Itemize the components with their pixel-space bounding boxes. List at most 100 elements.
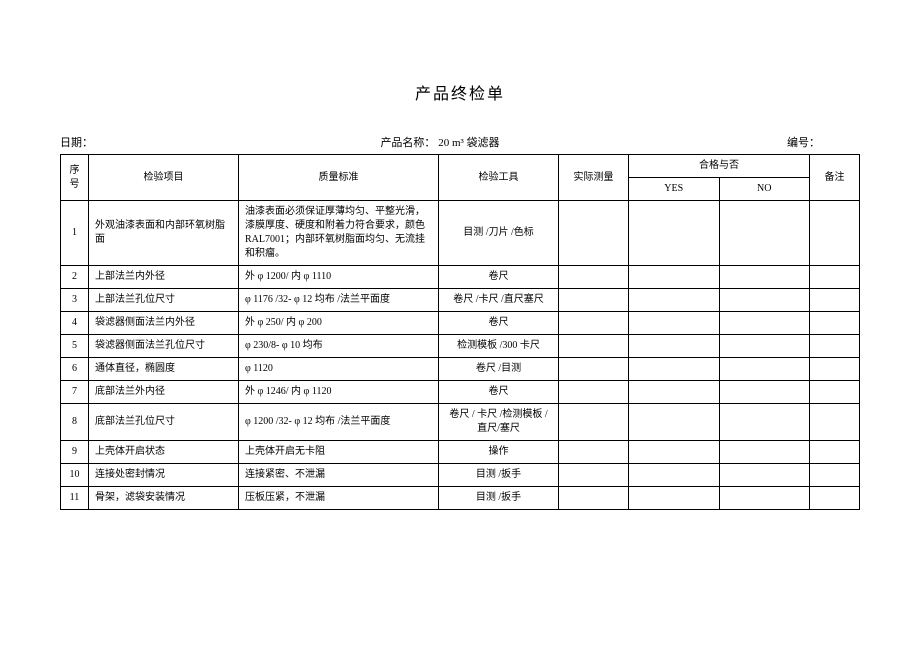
cell-tool: 检测模板 /300 卡尺 bbox=[439, 335, 559, 358]
col-standard: 质量标准 bbox=[239, 155, 439, 201]
table-row: 1外观油漆表面和内部环氧树脂面油漆表面必须保证厚薄均匀、平整光滑，漆膜厚度、硬度… bbox=[61, 201, 860, 266]
inspection-table: 序号 检验项目 质量标准 检验工具 实际测量 合格与否 备注 YES NO 1外… bbox=[60, 154, 860, 510]
cell-note bbox=[810, 404, 860, 441]
cell-note bbox=[810, 266, 860, 289]
cell-standard: 外 φ 250/ 内 φ 200 bbox=[239, 312, 439, 335]
cell-note bbox=[810, 312, 860, 335]
cell-item: 通体直径，椭圆度 bbox=[89, 358, 239, 381]
cell-yes bbox=[629, 487, 720, 510]
cell-seq: 7 bbox=[61, 381, 89, 404]
cell-seq: 2 bbox=[61, 266, 89, 289]
col-item: 检验项目 bbox=[89, 155, 239, 201]
cell-no bbox=[719, 266, 810, 289]
cell-yes bbox=[629, 464, 720, 487]
cell-yes bbox=[629, 201, 720, 266]
cell-yes bbox=[629, 266, 720, 289]
cell-note bbox=[810, 358, 860, 381]
cell-measure bbox=[559, 441, 629, 464]
cell-note bbox=[810, 201, 860, 266]
cell-yes bbox=[629, 381, 720, 404]
cell-tool: 卷尺 bbox=[439, 266, 559, 289]
cell-yes bbox=[629, 312, 720, 335]
cell-no bbox=[719, 381, 810, 404]
page-title: 产品终检单 bbox=[60, 80, 860, 104]
cell-seq: 6 bbox=[61, 358, 89, 381]
serial-label: 编号： bbox=[567, 134, 860, 150]
date-label: 日期： bbox=[60, 134, 313, 150]
cell-item: 上部法兰内外径 bbox=[89, 266, 239, 289]
cell-measure bbox=[559, 201, 629, 266]
cell-item: 袋滤器侧面法兰内外径 bbox=[89, 312, 239, 335]
header-row: 日期： 产品名称： 20 m³ 袋滤器 编号： bbox=[60, 134, 860, 150]
cell-yes bbox=[629, 335, 720, 358]
cell-standard: φ 230/8- φ 10 均布 bbox=[239, 335, 439, 358]
cell-item: 底部法兰外内径 bbox=[89, 381, 239, 404]
header-row-1: 序号 检验项目 质量标准 检验工具 实际测量 合格与否 备注 bbox=[61, 155, 860, 178]
cell-no bbox=[719, 464, 810, 487]
cell-standard: 外 φ 1246/ 内 φ 1120 bbox=[239, 381, 439, 404]
cell-seq: 4 bbox=[61, 312, 89, 335]
cell-tool: 目测 /扳手 bbox=[439, 487, 559, 510]
cell-tool: 目测 /扳手 bbox=[439, 464, 559, 487]
cell-note bbox=[810, 381, 860, 404]
cell-seq: 8 bbox=[61, 404, 89, 441]
cell-note bbox=[810, 335, 860, 358]
cell-item: 骨架，滤袋安装情况 bbox=[89, 487, 239, 510]
col-tool: 检验工具 bbox=[439, 155, 559, 201]
cell-measure bbox=[559, 487, 629, 510]
col-pass: 合格与否 bbox=[629, 155, 810, 178]
cell-yes bbox=[629, 358, 720, 381]
table-row: 2上部法兰内外径外 φ 1200/ 内 φ 1110卷尺 bbox=[61, 266, 860, 289]
col-no: NO bbox=[719, 178, 810, 201]
table-row: 9上壳体开启状态上壳体开启无卡阻操作 bbox=[61, 441, 860, 464]
cell-item: 底部法兰孔位尺寸 bbox=[89, 404, 239, 441]
cell-seq: 10 bbox=[61, 464, 89, 487]
cell-measure bbox=[559, 404, 629, 441]
cell-measure bbox=[559, 358, 629, 381]
cell-no bbox=[719, 312, 810, 335]
cell-item: 上部法兰孔位尺寸 bbox=[89, 289, 239, 312]
cell-measure bbox=[559, 381, 629, 404]
cell-standard: 油漆表面必须保证厚薄均匀、平整光滑，漆膜厚度、硬度和附着力符合要求，颜色 RAL… bbox=[239, 201, 439, 266]
cell-no bbox=[719, 335, 810, 358]
cell-no bbox=[719, 487, 810, 510]
cell-standard: φ 1120 bbox=[239, 358, 439, 381]
col-measure: 实际测量 bbox=[559, 155, 629, 201]
cell-item: 外观油漆表面和内部环氧树脂面 bbox=[89, 201, 239, 266]
cell-note bbox=[810, 289, 860, 312]
cell-standard: 上壳体开启无卡阻 bbox=[239, 441, 439, 464]
cell-standard: 压板压紧，不泄漏 bbox=[239, 487, 439, 510]
col-note: 备注 bbox=[810, 155, 860, 201]
cell-measure bbox=[559, 266, 629, 289]
cell-item: 袋滤器侧面法兰孔位尺寸 bbox=[89, 335, 239, 358]
cell-tool: 目测 /刀片 /色标 bbox=[439, 201, 559, 266]
table-row: 10连接处密封情况连接紧密、不泄漏目测 /扳手 bbox=[61, 464, 860, 487]
col-seq: 序号 bbox=[61, 155, 89, 201]
cell-item: 连接处密封情况 bbox=[89, 464, 239, 487]
cell-item: 上壳体开启状态 bbox=[89, 441, 239, 464]
product-value: 20 m³ 袋滤器 bbox=[438, 137, 499, 149]
cell-tool: 操作 bbox=[439, 441, 559, 464]
cell-standard: φ 1176 /32- φ 12 均布 /法兰平面度 bbox=[239, 289, 439, 312]
cell-note bbox=[810, 487, 860, 510]
cell-note bbox=[810, 441, 860, 464]
cell-no bbox=[719, 404, 810, 441]
cell-measure bbox=[559, 464, 629, 487]
cell-tool: 卷尺 / 卡尺 /检测模板 /直尺/塞尺 bbox=[439, 404, 559, 441]
cell-seq: 11 bbox=[61, 487, 89, 510]
cell-yes bbox=[629, 404, 720, 441]
cell-yes bbox=[629, 441, 720, 464]
table-row: 3上部法兰孔位尺寸φ 1176 /32- φ 12 均布 /法兰平面度卷尺 /卡… bbox=[61, 289, 860, 312]
cell-tool: 卷尺 bbox=[439, 381, 559, 404]
cell-measure bbox=[559, 289, 629, 312]
cell-standard: 连接紧密、不泄漏 bbox=[239, 464, 439, 487]
cell-no bbox=[719, 201, 810, 266]
product-name: 产品名称： 20 m³ 袋滤器 bbox=[313, 134, 566, 150]
cell-tool: 卷尺 bbox=[439, 312, 559, 335]
table-row: 8底部法兰孔位尺寸φ 1200 /32- φ 12 均布 /法兰平面度卷尺 / … bbox=[61, 404, 860, 441]
table-row: 4袋滤器侧面法兰内外径外 φ 250/ 内 φ 200卷尺 bbox=[61, 312, 860, 335]
table-row: 11骨架，滤袋安装情况压板压紧，不泄漏目测 /扳手 bbox=[61, 487, 860, 510]
cell-note bbox=[810, 464, 860, 487]
table-row: 5袋滤器侧面法兰孔位尺寸φ 230/8- φ 10 均布检测模板 /300 卡尺 bbox=[61, 335, 860, 358]
cell-measure bbox=[559, 312, 629, 335]
